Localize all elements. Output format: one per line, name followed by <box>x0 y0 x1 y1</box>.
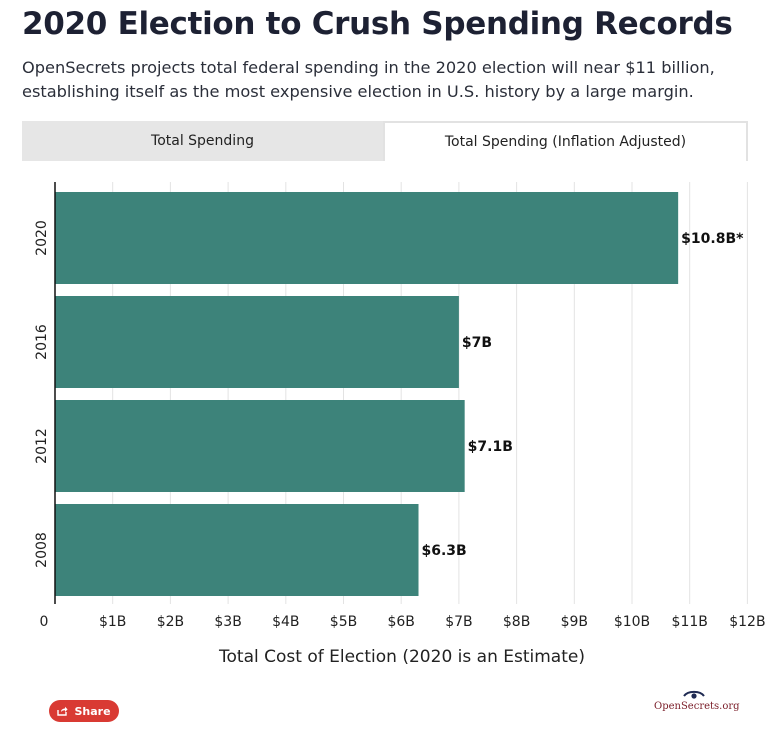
chart-title: 2020 Election to Crush Spending Records <box>22 6 733 42</box>
bar-chart: $10.8B* 2020 $7B 2016 $7.1B 2012 $6.3B 2008 0 $1B… <box>34 182 766 667</box>
x-tick-label: $4B <box>272 614 299 630</box>
bar-2020 <box>55 192 679 284</box>
bar-2012 <box>55 400 465 492</box>
tab-total-spending[interactable]: Total Spending <box>151 133 254 149</box>
x-tick-label: $10B <box>614 614 650 630</box>
x-tick-label: $6B <box>387 614 414 630</box>
x-tick-label: $2B <box>157 614 184 630</box>
x-tick-label: $7B <box>445 614 472 630</box>
data-label-2020: $10.8B* <box>681 231 744 247</box>
x-tick-label: $8B <box>503 614 530 630</box>
opensecrets-logo: OpenSecrets.org <box>654 690 740 720</box>
x-tick-label: $3B <box>214 614 241 630</box>
category-label-2016: 2016 <box>34 324 50 360</box>
bar-2008 <box>55 504 419 596</box>
bar-2016 <box>55 296 459 388</box>
x-axis-title: Total Cost of Election (2020 is an Estim… <box>218 647 585 667</box>
x-tick-label: $9B <box>561 614 588 630</box>
data-label-2016: $7B <box>462 335 492 351</box>
share-button[interactable]: Share <box>49 700 119 722</box>
x-tick-label: $5B <box>330 614 357 630</box>
share-icon <box>57 706 69 716</box>
share-label: Share <box>74 704 111 718</box>
data-label-2008: $6.3B <box>422 543 467 559</box>
x-tick-label: 0 <box>40 614 49 630</box>
x-tick-label: $1B <box>99 614 126 630</box>
eye-icon <box>683 690 705 699</box>
chart-subtitle: OpenSecrets projects total federal spend… <box>22 58 715 101</box>
tab-total-spending-inflation-adjusted[interactable]: Total Spending (Inflation Adjusted) <box>383 121 748 161</box>
tab-bar: Total Spending Total Spending (Inflation… <box>22 121 748 161</box>
category-label-2008: 2008 <box>34 532 50 568</box>
category-label-2020: 2020 <box>34 220 50 256</box>
category-label-2012: 2012 <box>34 428 50 464</box>
x-tick-label: $11B <box>672 614 708 630</box>
x-tick-label: $12B <box>729 614 765 630</box>
data-label-2012: $7.1B <box>468 439 513 455</box>
logo-text: OpenSecrets.org <box>654 701 740 712</box>
